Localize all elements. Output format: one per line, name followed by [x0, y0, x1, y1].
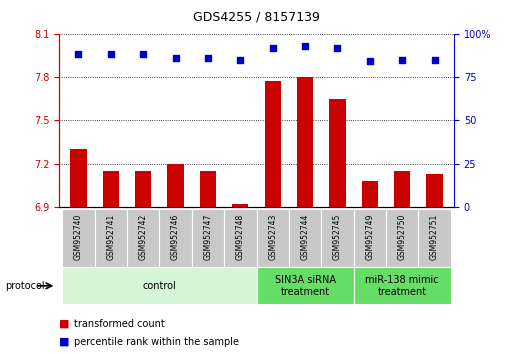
Text: SIN3A siRNA
treatment: SIN3A siRNA treatment	[274, 275, 336, 297]
Text: control: control	[143, 281, 176, 291]
Text: protocol: protocol	[5, 281, 45, 291]
Text: ■: ■	[59, 337, 69, 347]
Point	[333, 45, 342, 50]
Text: GSM952751: GSM952751	[430, 213, 439, 260]
Bar	[321, 209, 353, 267]
Text: GSM952750: GSM952750	[398, 213, 407, 260]
Bar	[224, 209, 256, 267]
Bar	[353, 267, 451, 304]
Bar	[135, 171, 151, 207]
Bar	[62, 209, 94, 267]
Text: percentile rank within the sample: percentile rank within the sample	[74, 337, 240, 347]
Bar	[329, 99, 346, 207]
Bar	[160, 209, 192, 267]
Bar	[232, 204, 248, 207]
Point	[171, 55, 180, 61]
Bar	[70, 149, 87, 207]
Text: GSM952746: GSM952746	[171, 213, 180, 260]
Point	[301, 43, 309, 48]
Bar	[386, 209, 419, 267]
Point	[366, 58, 374, 64]
Bar	[394, 171, 410, 207]
Bar	[192, 209, 224, 267]
Point	[204, 55, 212, 61]
Bar	[426, 174, 443, 207]
Bar	[419, 209, 451, 267]
Bar	[127, 209, 160, 267]
Point	[430, 57, 439, 62]
Point	[107, 52, 115, 57]
Bar	[362, 181, 378, 207]
Bar	[353, 209, 386, 267]
Text: ■: ■	[59, 319, 69, 329]
Bar	[200, 171, 216, 207]
Bar	[94, 209, 127, 267]
Bar	[62, 267, 256, 304]
Text: GDS4255 / 8157139: GDS4255 / 8157139	[193, 11, 320, 24]
Text: transformed count: transformed count	[74, 319, 165, 329]
Text: GSM952744: GSM952744	[301, 213, 309, 260]
Bar	[265, 81, 281, 207]
Text: GSM952741: GSM952741	[106, 213, 115, 260]
Text: GSM952747: GSM952747	[204, 213, 212, 260]
Text: GSM952748: GSM952748	[236, 213, 245, 260]
Bar	[256, 267, 353, 304]
Bar	[289, 209, 321, 267]
Text: GSM952749: GSM952749	[365, 213, 374, 260]
Bar	[103, 171, 119, 207]
Text: GSM952740: GSM952740	[74, 213, 83, 260]
Text: miR-138 mimic
treatment: miR-138 mimic treatment	[365, 275, 439, 297]
Point	[139, 52, 147, 57]
Text: GSM952745: GSM952745	[333, 213, 342, 260]
Text: GSM952742: GSM952742	[139, 213, 148, 260]
Point	[74, 52, 83, 57]
Point	[236, 57, 244, 62]
Point	[269, 45, 277, 50]
Bar	[167, 164, 184, 207]
Bar	[297, 77, 313, 207]
Point	[398, 57, 406, 62]
Text: GSM952743: GSM952743	[268, 213, 277, 260]
Bar	[256, 209, 289, 267]
